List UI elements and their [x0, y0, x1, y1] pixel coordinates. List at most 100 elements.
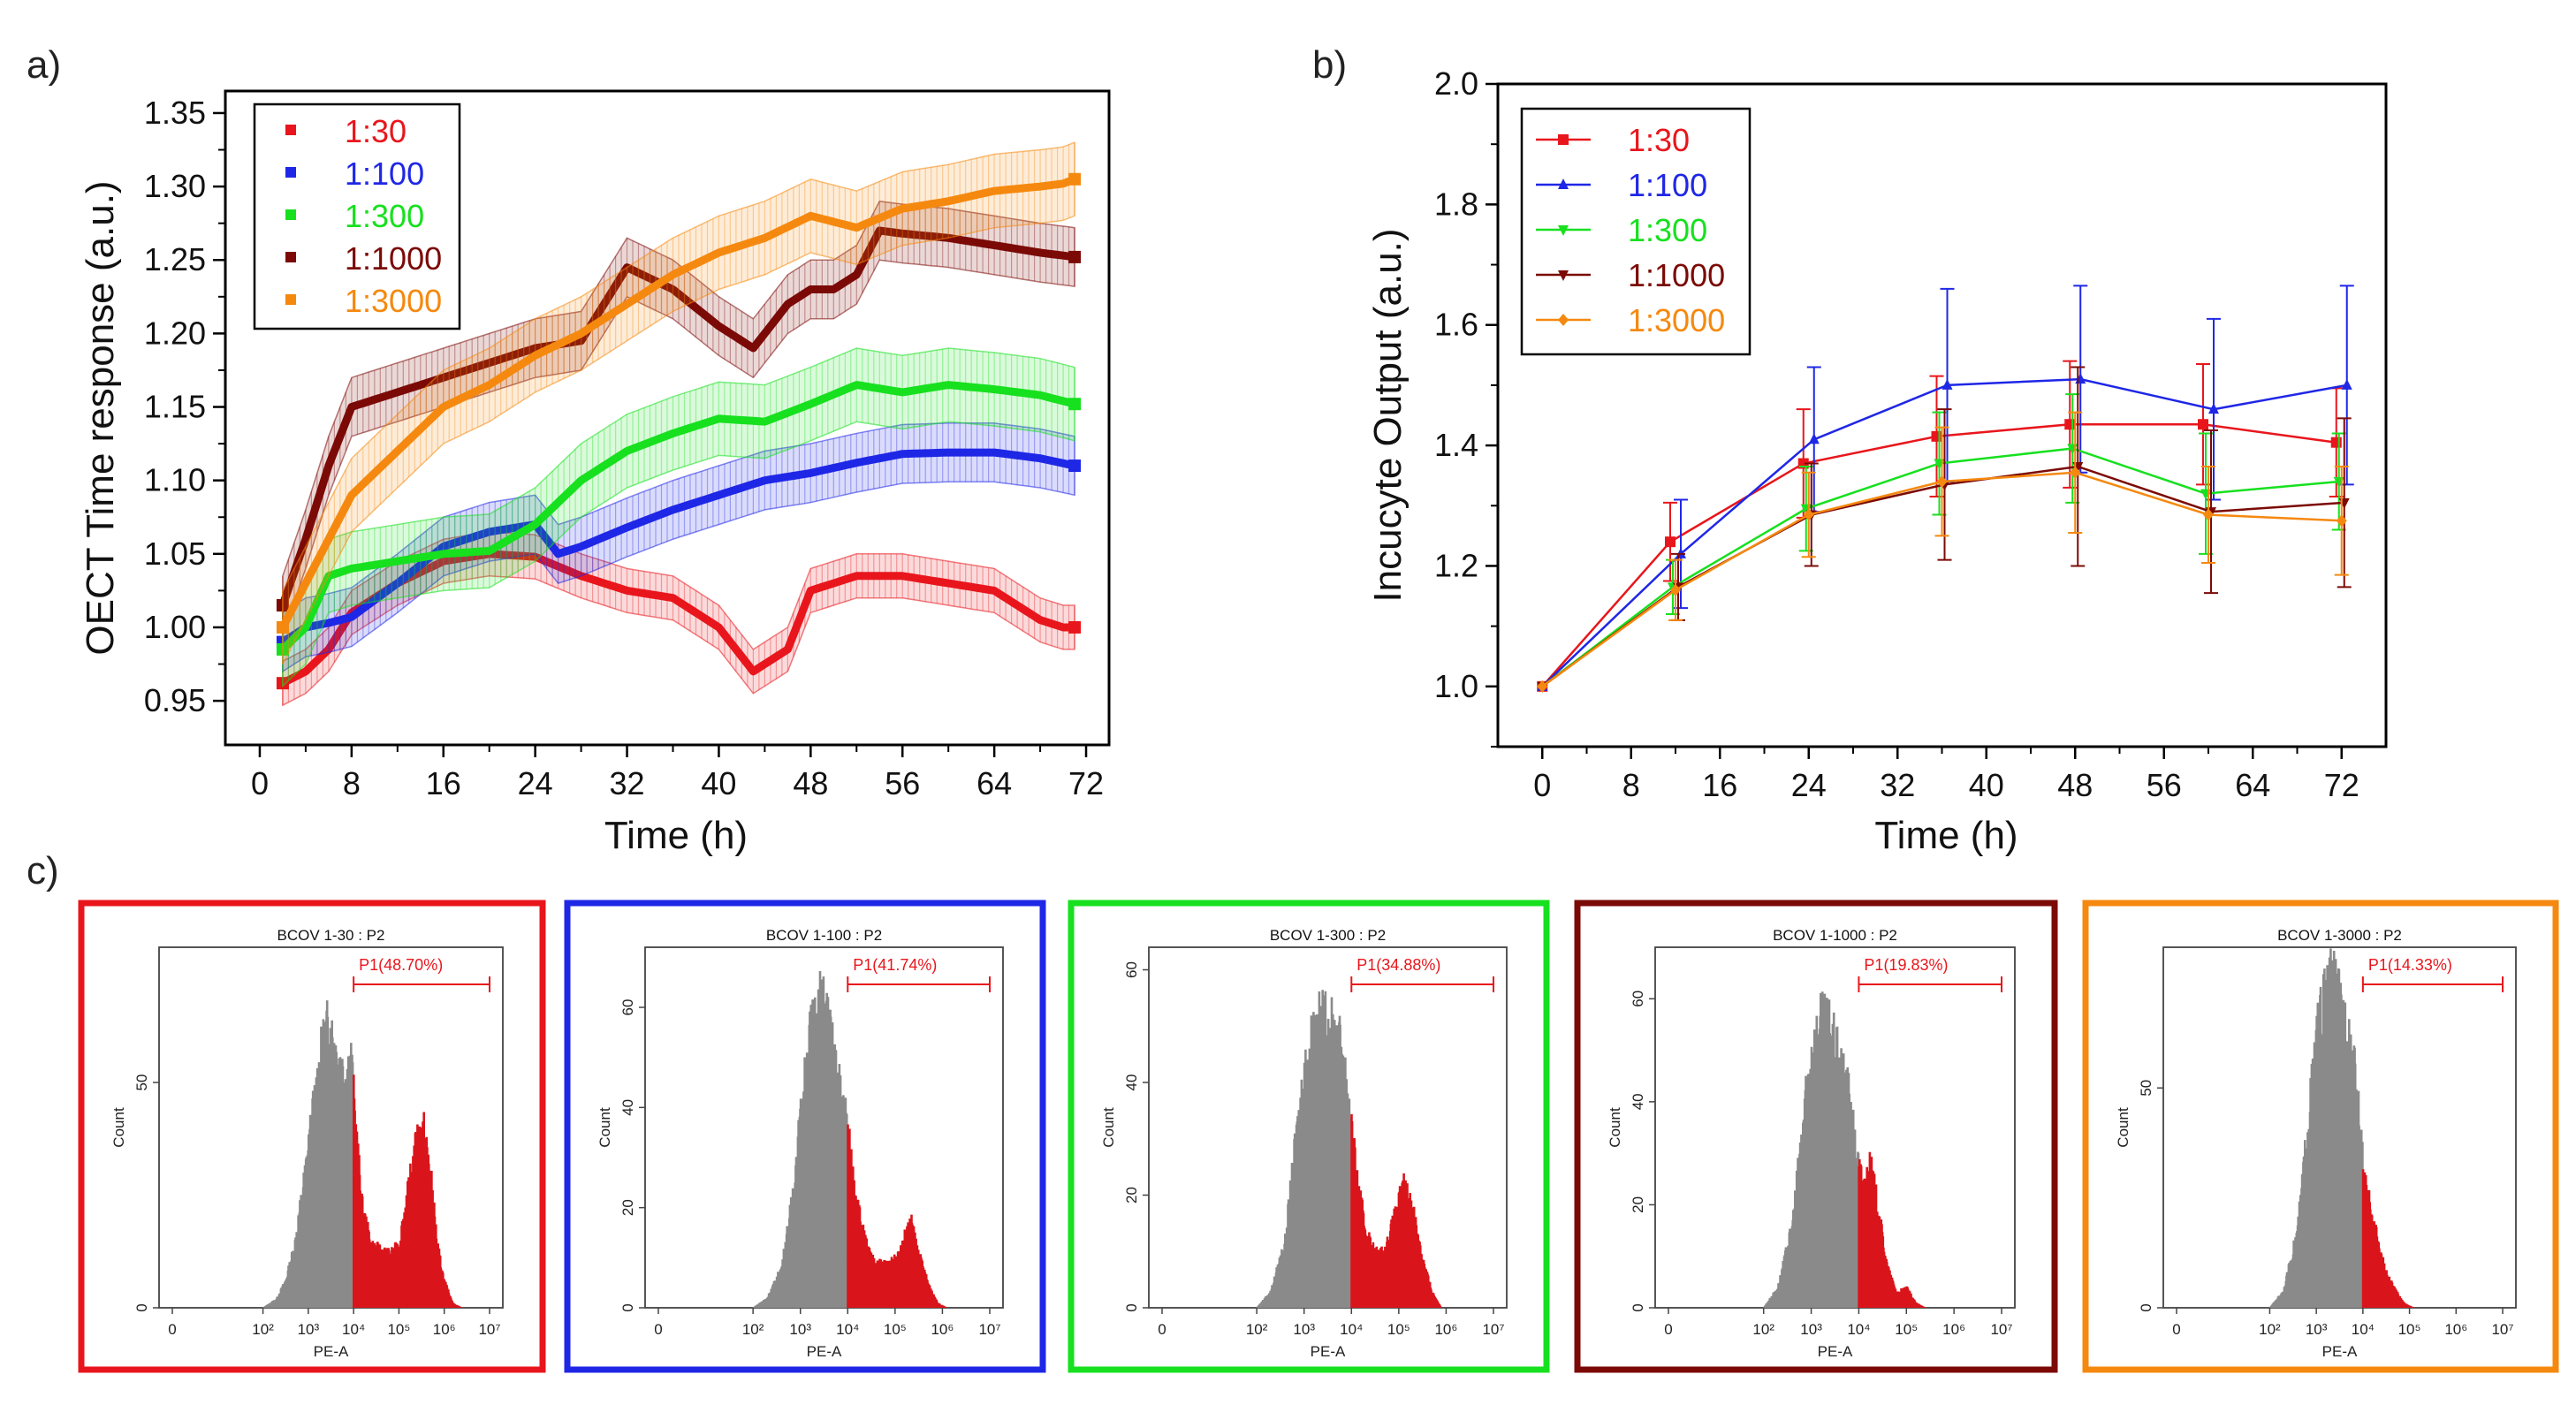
- x-tick-label: 56: [885, 765, 920, 801]
- legend-label-1:1000: 1:1000: [345, 240, 442, 277]
- gate-marker: [353, 976, 490, 992]
- histogram-panel-1:1000: BCOV 1-1000 : P2 0 10² 10³ 10⁴ 10⁵ 10⁶ 10⁷ PE-A C…: [1574, 900, 2058, 1373]
- x-tick-label: 64: [2235, 767, 2270, 803]
- series-line: [1541, 465, 2344, 687]
- gate-marker: [1350, 976, 1494, 992]
- x-axis-label: Time (h): [1874, 814, 2017, 857]
- plot-area: [276, 141, 1082, 707]
- data-point: [1931, 430, 1942, 442]
- legend-marker-1:30: [1558, 134, 1569, 145]
- x-tick-label: 32: [610, 765, 645, 801]
- x-tick-label: 8: [343, 765, 361, 801]
- x-tick-label: 40: [1969, 767, 2004, 803]
- gate-marker: [1858, 976, 2002, 992]
- legend-marker-1:1000: [1558, 270, 1569, 281]
- data-point: [2070, 466, 2081, 479]
- legend-label-1:1000: 1:1000: [1628, 257, 1725, 293]
- histogram-positive: [353, 1074, 464, 1308]
- y-tick-label: 60: [619, 999, 636, 1016]
- x-tick-label: 10²: [1246, 1321, 1268, 1338]
- x-tick-label: 10⁴: [1340, 1321, 1363, 1338]
- plot-frame: [224, 89, 1111, 747]
- x-tick-label: 10⁴: [1847, 1321, 1870, 1338]
- y-tick-label: 60: [1630, 991, 1646, 1007]
- x-axis-label: PE-A: [1818, 1343, 1853, 1360]
- data-point: [1537, 680, 1548, 693]
- legend-box: [1520, 107, 1752, 356]
- x-tick-label: 0: [1533, 767, 1551, 803]
- x-tick-label: 10³: [2306, 1321, 2328, 1338]
- y-axis-label: Count: [597, 1107, 613, 1148]
- histogram-title: BCOV 1-3000 : P2: [2277, 927, 2402, 944]
- x-axis-label: PE-A: [807, 1343, 842, 1360]
- legend: 1:30 1:100 1:300 1:1000 1:3000: [253, 103, 461, 330]
- panel-label-b: b): [1312, 43, 1347, 87]
- x-tick-label: 10⁵: [2398, 1321, 2421, 1338]
- legend-label-1:300: 1:300: [1628, 212, 1707, 248]
- legend-marker-1:3000: [1558, 314, 1569, 326]
- histogram-panel-1:30: BCOV 1-30 : P2 0 10² 10³ 10⁴ 10⁵ 10⁶ 10⁷ PE-A Cou…: [78, 900, 546, 1373]
- y-tick-label: 1.20: [144, 315, 206, 351]
- y-tick-label: 1.30: [144, 168, 206, 204]
- gate-label: P1(48.70%): [359, 956, 443, 974]
- y-axis-label: Incucyte Output (a.u.): [1366, 228, 1410, 602]
- x-tick-label: 48: [793, 765, 828, 801]
- data-point: [2341, 378, 2352, 390]
- error-band-1:300: [282, 347, 1075, 688]
- y-tick-label: 1.00: [144, 609, 206, 645]
- gate-label: P1(14.33%): [2368, 956, 2452, 974]
- panel-a: 0 8 16 24 32 40 48 56 64 72 0.95 1.00 1.05 1.10 1.15 1.…: [79, 89, 1111, 857]
- legend-marker-1:3000: [285, 294, 296, 305]
- series-point-1:3000: [1068, 172, 1082, 186]
- x-axis-label: Time (h): [604, 814, 748, 857]
- legend-label-1:30: 1:30: [1628, 122, 1690, 158]
- legend-label-1:30: 1:30: [345, 113, 407, 149]
- y-tick-label: 0: [2138, 1303, 2154, 1311]
- data-point: [2064, 419, 2076, 430]
- x-tick-label: 40: [701, 765, 736, 801]
- histogram-panel-1:300: BCOV 1-300 : P2 0 10² 10³ 10⁴ 10⁵ 10⁶ 10⁷ PE-A Co…: [1068, 900, 1550, 1373]
- x-tick-label: 10⁷: [1482, 1321, 1504, 1338]
- x-tick-label: 0: [1158, 1321, 1166, 1338]
- x-tick-label: 24: [518, 765, 553, 801]
- panel-label-a: a): [27, 43, 61, 87]
- x-tick-label: 10⁶: [1434, 1321, 1457, 1338]
- x-tick-label: 10⁶: [433, 1321, 456, 1338]
- histogram-positive: [2361, 1169, 2415, 1308]
- series-point-1:300: [1068, 398, 1082, 411]
- x-tick-label: 10³: [1800, 1321, 1822, 1338]
- series-1:30: [1537, 360, 2344, 692]
- data-point: [1808, 433, 1820, 444]
- y-tick-label: 50: [2138, 1080, 2154, 1097]
- x-tick-label: 10⁶: [2444, 1321, 2467, 1338]
- gate-label: P1(19.83%): [1864, 956, 1948, 974]
- x-tick-label: 64: [976, 765, 1012, 801]
- data-point: [1670, 583, 1681, 596]
- histogram-negative: [1256, 990, 1353, 1308]
- data-point: [2330, 437, 2342, 448]
- x-tick-label: 10⁷: [478, 1321, 500, 1338]
- x-tick-label: 10⁵: [1387, 1321, 1410, 1338]
- y-tick-label: 20: [1123, 1187, 1140, 1204]
- legend-marker-1:300: [1558, 225, 1569, 236]
- x-tick-label: 72: [1068, 765, 1104, 801]
- series-line-1:300: [278, 381, 1079, 654]
- data-point: [2198, 419, 2208, 430]
- x-tick-label: 0: [2172, 1321, 2180, 1338]
- x-tick-label: 10⁵: [387, 1321, 410, 1338]
- y-tick-label: 0: [619, 1303, 636, 1311]
- y-axis-label: Count: [2115, 1107, 2131, 1148]
- x-axis-label: PE-A: [314, 1343, 349, 1360]
- series-line-1:3000: [278, 175, 1079, 632]
- legend-label-1:3000: 1:3000: [345, 283, 442, 319]
- histogram-negative: [262, 1000, 354, 1308]
- legend: 1:30 1:100 1:300 1:1000 1:3000: [1520, 107, 1752, 356]
- y-tick-label: 1.15: [144, 389, 206, 425]
- y-tick-label: 1.6: [1434, 307, 1478, 343]
- x-tick-label: 10⁷: [2491, 1321, 2513, 1338]
- y-axis-label: Count: [1100, 1107, 1117, 1148]
- gate-marker: [2361, 976, 2504, 992]
- x-axis-label: PE-A: [2322, 1343, 2358, 1360]
- y-tick-label: 0.95: [144, 682, 206, 718]
